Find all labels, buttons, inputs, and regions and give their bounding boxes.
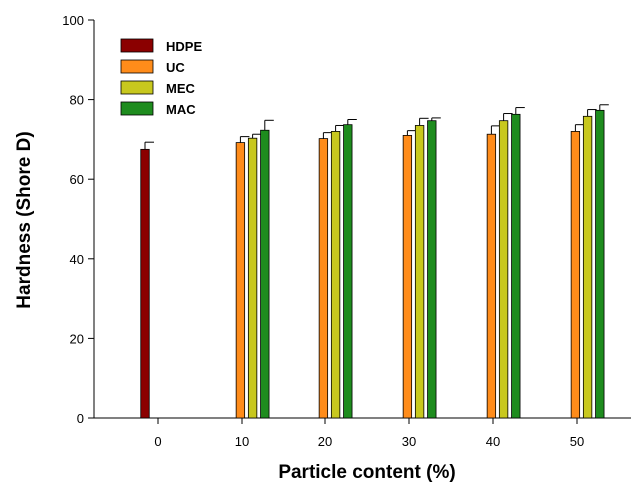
bar-hdpe — [140, 148, 150, 419]
legend-swatch-mac — [120, 101, 154, 116]
bar-mac — [343, 124, 353, 419]
bar-mec — [247, 137, 258, 419]
legend-swatch-uc — [120, 59, 154, 74]
y-axis-title: Hardness (Shore D) — [14, 131, 35, 308]
y-tick-label: 80 — [70, 93, 84, 108]
x-tick-label: 20 — [318, 434, 332, 449]
y-tick-label: 40 — [70, 252, 84, 267]
y-tick-label: 60 — [70, 172, 84, 187]
bar-uc — [402, 135, 413, 419]
bar-mac — [260, 129, 270, 419]
bar-uc — [570, 131, 581, 419]
bar-mec — [582, 115, 593, 419]
bar-uc — [318, 138, 329, 419]
x-tick-label: 30 — [402, 434, 416, 449]
legend-label-uc: UC — [166, 60, 185, 75]
axes: 0 20 40 60 80 100 0 10 20 30 40 50 — [62, 13, 631, 449]
y-tick-label: 0 — [77, 411, 84, 426]
legend-label-mac: MAC — [166, 102, 196, 117]
y-tick-label: 20 — [70, 331, 84, 346]
x-axis-title: Particle content (%) — [278, 462, 455, 483]
bar-mac — [595, 109, 605, 419]
x-tick-label: 50 — [570, 434, 584, 449]
bar-uc — [235, 142, 246, 419]
legend-label-hdpe: HDPE — [166, 39, 202, 54]
bar-mec — [330, 131, 341, 419]
bar-mac — [511, 113, 521, 419]
legend-swatch-mec — [120, 80, 154, 95]
bars — [140, 104, 609, 419]
x-tick-label: 40 — [486, 434, 500, 449]
y-tick-label: 100 — [62, 13, 84, 28]
legend-label-mec: MEC — [166, 81, 196, 96]
legend-swatch-hdpe — [120, 38, 154, 53]
bar-mec — [498, 120, 509, 419]
bar-mec — [414, 125, 425, 419]
x-tick-label: 10 — [235, 434, 249, 449]
legend: HDPE UC MEC MAC — [120, 38, 202, 117]
bar-mac — [427, 120, 437, 419]
x-tick-label: 0 — [154, 434, 161, 449]
bar-uc — [486, 133, 497, 419]
